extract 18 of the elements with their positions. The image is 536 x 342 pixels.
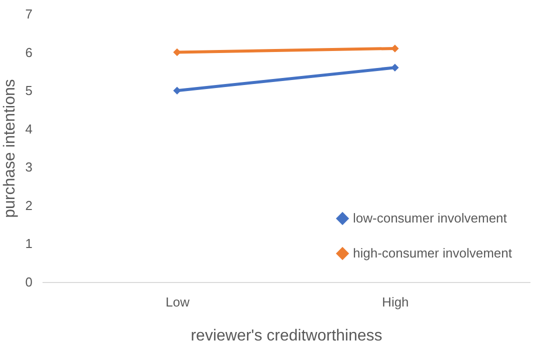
x-axis-title: reviewer's creditworthiness bbox=[190, 328, 382, 342]
legend-label: low-consumer involvement bbox=[353, 210, 508, 226]
legend-label: high-consumer involvement bbox=[353, 246, 512, 260]
y-tick-label: 0 bbox=[25, 274, 32, 290]
y-tick-label: 4 bbox=[25, 121, 32, 136]
point bbox=[391, 44, 399, 52]
y-tick-label: 3 bbox=[25, 160, 32, 175]
point bbox=[173, 48, 181, 56]
y-tick-label: 7 bbox=[25, 6, 32, 22]
y-axis-title: purchase intentions bbox=[1, 79, 18, 218]
y-tick-label: 2 bbox=[25, 198, 32, 213]
point bbox=[391, 64, 399, 72]
x-tick-label: High bbox=[382, 294, 409, 310]
x-tick-label: Low bbox=[166, 294, 190, 310]
y-tick-label: 1 bbox=[25, 236, 32, 252]
y-tick-label: 6 bbox=[25, 44, 32, 60]
y-tick-label: 5 bbox=[25, 83, 32, 98]
point bbox=[173, 86, 181, 94]
